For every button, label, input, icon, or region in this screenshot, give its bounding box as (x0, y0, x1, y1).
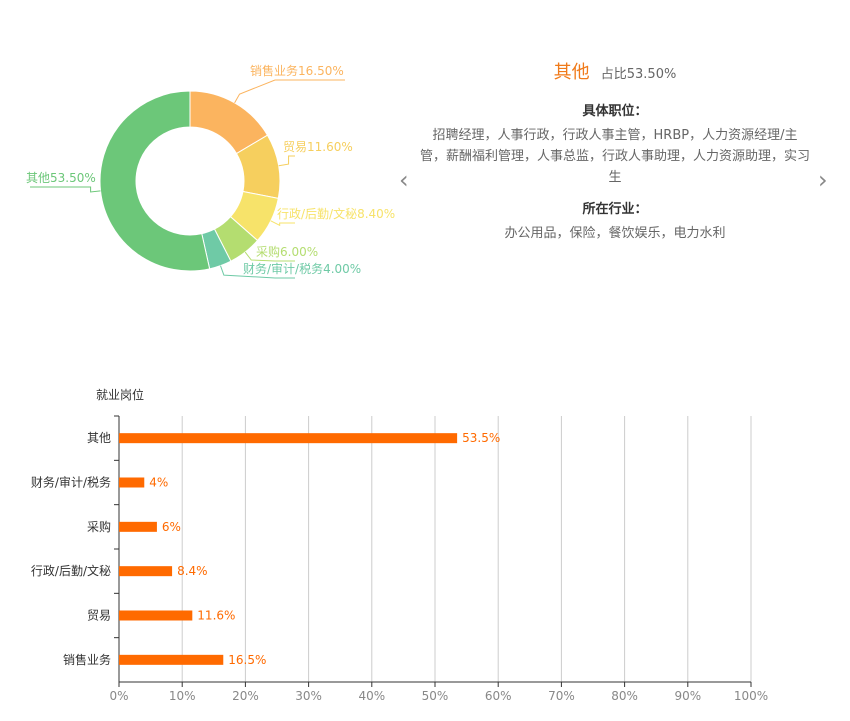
donut-slice-label: 销售业务16.50% (250, 63, 344, 78)
y-tick-label: 销售业务 (63, 652, 111, 667)
bar[interactable] (119, 521, 157, 532)
x-tick-label: 60% (485, 689, 512, 703)
next-arrow-icon[interactable]: › (818, 166, 828, 194)
bar[interactable] (119, 654, 224, 665)
x-tick-label: 10% (169, 689, 196, 703)
industry-text: 办公用品，保险，餐饮娱乐，电力水利 (504, 226, 726, 241)
donut-slice-label: 行政/后勤/文秘8.40% (277, 206, 395, 221)
donut-leader-line (278, 155, 295, 167)
industry-title: 所在行业： (582, 202, 648, 217)
bar[interactable] (119, 566, 173, 577)
y-tick-label: 贸易 (87, 609, 111, 623)
y-tick-label: 财务/审计/税务 (31, 475, 111, 490)
donut-leader-line (270, 220, 295, 227)
bar-value-label: 6% (162, 520, 181, 534)
x-tick-label: 20% (232, 689, 259, 703)
detail-panel: 其他 占比53.50% 具体职位： 招聘经理，人事行政，行政人事主管，HRBP，… (420, 58, 810, 244)
bar[interactable] (119, 610, 193, 621)
detail-category-name: 其他 (553, 62, 590, 83)
donut-slice-label: 采购6.00% (256, 244, 318, 259)
y-axis-title: 就业岗位 (96, 387, 144, 402)
donut-slice-label: 贸易11.60% (283, 140, 353, 154)
x-tick-label: 70% (548, 689, 575, 703)
donut-leader-line (30, 186, 101, 193)
bar-value-label: 4% (149, 476, 168, 490)
x-tick-label: 90% (674, 689, 701, 703)
positions-title: 具体职位： (582, 104, 648, 119)
bar-value-label: 53.5% (462, 431, 500, 445)
bar-chart: 就业岗位 0% 10% 20% 30% 40% 50% 60% 70% 80% 90% 100% 其他 5… (31, 387, 768, 703)
donut-leader-line (220, 265, 295, 279)
x-tick-label: 40% (358, 689, 385, 703)
x-tick-label: 30% (295, 689, 322, 703)
donut-slice-label: 其他53.50% (26, 171, 96, 185)
detail-share: 占比53.50% (600, 67, 677, 82)
prev-arrow-icon[interactable]: ‹ (399, 166, 409, 194)
donut-leader-line (234, 79, 345, 104)
y-tick-label: 行政/后勤/文秘 (31, 563, 111, 578)
donut-chart: 销售业务16.50% 贸易11.60% 行政/后勤/文秘8.40% 采购6.00% 财务… (26, 63, 395, 279)
donut-leader-line (244, 251, 295, 262)
x-tick-label: 100% (734, 689, 768, 703)
positions-text: 招聘经理，人事行政，行政人事主管，HRBP，人力资源经理/主管，薪酬福利管理，人… (420, 128, 811, 185)
y-tick-label: 采购 (87, 519, 111, 534)
y-tick-label: 其他 (87, 431, 111, 445)
donut-slice-label: 财务/审计/税务4.00% (243, 261, 361, 276)
bar-value-label: 16.5% (228, 653, 266, 667)
donut-slice[interactable] (99, 90, 211, 272)
bar[interactable] (119, 477, 145, 488)
bar-value-label: 8.4% (177, 564, 208, 578)
bar[interactable] (119, 433, 458, 444)
x-tick-label: 50% (422, 689, 449, 703)
x-tick-label: 80% (611, 689, 638, 703)
bar-value-label: 11.6% (197, 609, 235, 623)
x-tick-label: 0% (109, 689, 128, 703)
